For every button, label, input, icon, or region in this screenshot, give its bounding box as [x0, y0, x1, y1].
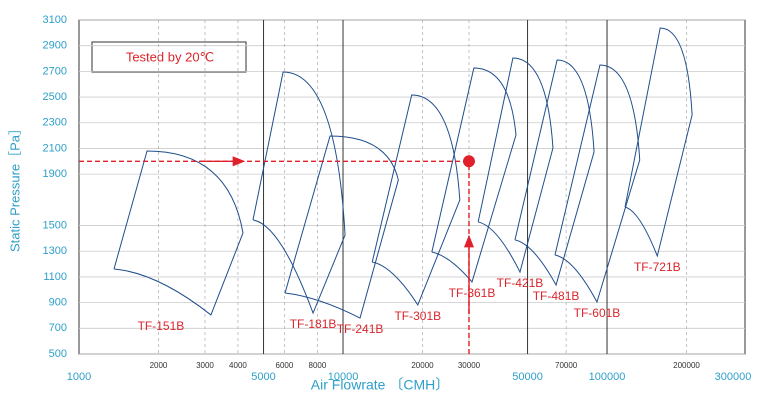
- y-tick-label: 900: [49, 297, 67, 309]
- fan-region: [477, 57, 554, 274]
- fan-region: [431, 67, 517, 283]
- x-tick-label: 50000: [512, 371, 543, 383]
- y-tick-label: 500: [49, 348, 67, 360]
- x-tick-label: 1000: [67, 371, 91, 383]
- y-tick-label: 1500: [43, 219, 67, 231]
- x-minor-tick-label: 4000: [229, 361, 247, 370]
- operating-point: [462, 155, 475, 168]
- x-minor-tick-label: 30000: [458, 361, 481, 370]
- y-tick-label: 2300: [43, 117, 67, 129]
- fan-label: TF-361B: [449, 286, 496, 300]
- x-minor-tick-label: 3000: [196, 361, 214, 370]
- annotation: Tested by 20℃: [126, 49, 214, 64]
- y-tick-label: 2100: [43, 142, 67, 154]
- x-minor-tick-label: 20000: [411, 361, 434, 370]
- fan-label: TF-601B: [574, 306, 621, 320]
- x-minor-tick-label: 200000: [673, 361, 700, 370]
- y-tick-label: 1100: [43, 271, 67, 283]
- x-minor-tick-label: 2000: [150, 361, 168, 370]
- y-tick-label: 1300: [43, 245, 67, 257]
- fan-region: [554, 64, 641, 304]
- x-tick-label: 300000: [715, 371, 752, 383]
- fan-region: [113, 150, 244, 316]
- fan-label: TF-481B: [533, 289, 580, 303]
- x-minor-tick-label: 70000: [555, 361, 578, 370]
- x-tick-label: 10000: [328, 371, 359, 383]
- fan-region: [624, 27, 693, 258]
- y-tick-label: 2700: [43, 65, 67, 77]
- y-tick-label: 1900: [43, 168, 67, 180]
- fan-region: [371, 94, 461, 307]
- fan-region: [514, 59, 595, 287]
- x-minor-tick-label: 6000: [276, 361, 294, 370]
- annotation-box: [91, 41, 247, 73]
- fan-region: [284, 135, 399, 319]
- fan-label: TF-301B: [394, 309, 441, 323]
- fan-label: TF-151B: [138, 319, 185, 333]
- y-tick-label: 2500: [43, 91, 67, 103]
- x-minor-tick-label: 8000: [309, 361, 327, 370]
- fan-label: TF-241B: [337, 322, 384, 336]
- y-tick-label: 2900: [43, 40, 67, 52]
- x-tick-label: 5000: [251, 371, 275, 383]
- fan-label: TF-721B: [634, 260, 681, 274]
- y-axis-title: Static Pressure［Pa］: [7, 122, 22, 252]
- x-axis-title: Air Flowrate 〔CMH〕: [311, 377, 449, 393]
- fan-label: TF-421B: [497, 276, 544, 290]
- fan-label: TF-181B: [290, 317, 337, 331]
- x-tick-label: 100000: [589, 371, 626, 383]
- fan-region: [252, 71, 346, 315]
- y-tick-label: 700: [49, 322, 67, 334]
- y-tick-label: 3100: [43, 14, 67, 26]
